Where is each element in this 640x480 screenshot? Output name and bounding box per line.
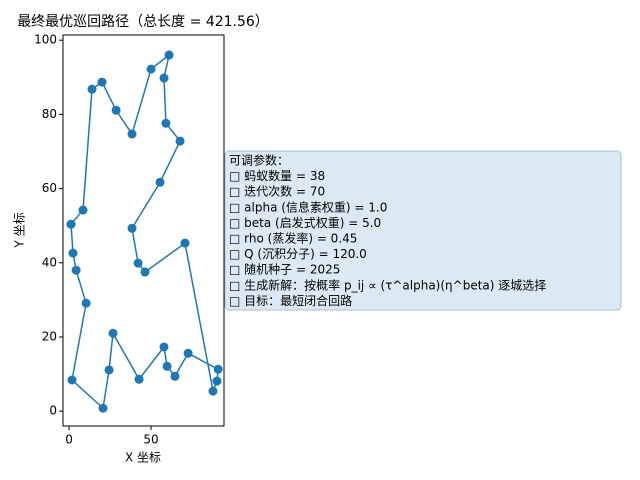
annotation-line: □ 生成新解：按概率 p_ij ∝ (τ^alpha)(η^beta) 逐城选择 — [229, 277, 546, 292]
annotation-line: □ 蚂蚁数量 = 38 — [229, 168, 325, 183]
city-point — [175, 136, 185, 146]
y-tick-label: 0 — [49, 404, 57, 418]
annotation-line: □ 迭代次数 = 70 — [229, 184, 325, 199]
city-point — [170, 371, 180, 381]
plot-frame — [62, 34, 225, 427]
city-point — [161, 118, 171, 128]
y-tick-label: 80 — [42, 107, 57, 121]
city-point — [140, 267, 150, 277]
city-point — [183, 348, 193, 358]
city-point — [98, 403, 108, 413]
city-point — [104, 365, 114, 375]
city-point — [213, 364, 223, 374]
city-point — [78, 205, 88, 215]
y-tick-label: 60 — [42, 181, 57, 195]
annotation-line: □ beta (启发式权重) = 5.0 — [229, 215, 381, 230]
city-point — [180, 238, 190, 248]
city-point — [111, 105, 121, 115]
annotation-line: □ alpha (信息素权重) = 1.0 — [229, 199, 387, 214]
annotation-line: □ Q (沉积分子) = 120.0 — [229, 247, 367, 261]
city-point — [71, 265, 81, 275]
y-tick-label: 20 — [42, 329, 57, 343]
city-point — [159, 342, 169, 352]
city-point — [155, 177, 165, 187]
annotation-line: □ rho (蒸发率) = 0.45 — [229, 231, 357, 246]
x-tick-label: 50 — [143, 433, 158, 447]
tour-line — [70, 53, 219, 410]
city-point — [66, 219, 76, 229]
y-tick-label: 40 — [42, 255, 57, 269]
city-point — [146, 64, 156, 74]
city-point — [164, 50, 174, 60]
city-point — [68, 248, 78, 258]
city-point — [67, 375, 77, 385]
y-axis-label: Y 坐标 — [13, 212, 27, 248]
city-point — [212, 376, 222, 386]
city-point — [134, 374, 144, 384]
y-tick-label: 100 — [34, 33, 57, 47]
chart-title: 最终最优巡回路径（总长度 = 421.56） — [17, 14, 269, 30]
city-point — [133, 258, 143, 268]
city-point — [81, 298, 91, 308]
annotation-line: □ 目标：最短闭合回路 — [229, 293, 352, 308]
city-point — [159, 73, 169, 83]
annotation-box — [224, 150, 622, 311]
x-tick-label: 0 — [65, 433, 73, 447]
city-point — [87, 84, 97, 94]
annotation-line: □ 随机种子 = 2025 — [229, 262, 340, 277]
annotation-line: 可调参数： — [229, 153, 289, 168]
city-point — [108, 328, 118, 338]
city-point — [127, 223, 137, 233]
city-point — [208, 386, 218, 396]
city-point — [97, 77, 107, 87]
city-point — [127, 129, 137, 139]
city-point — [162, 361, 172, 371]
x-axis-label: X 坐标 — [125, 451, 161, 465]
